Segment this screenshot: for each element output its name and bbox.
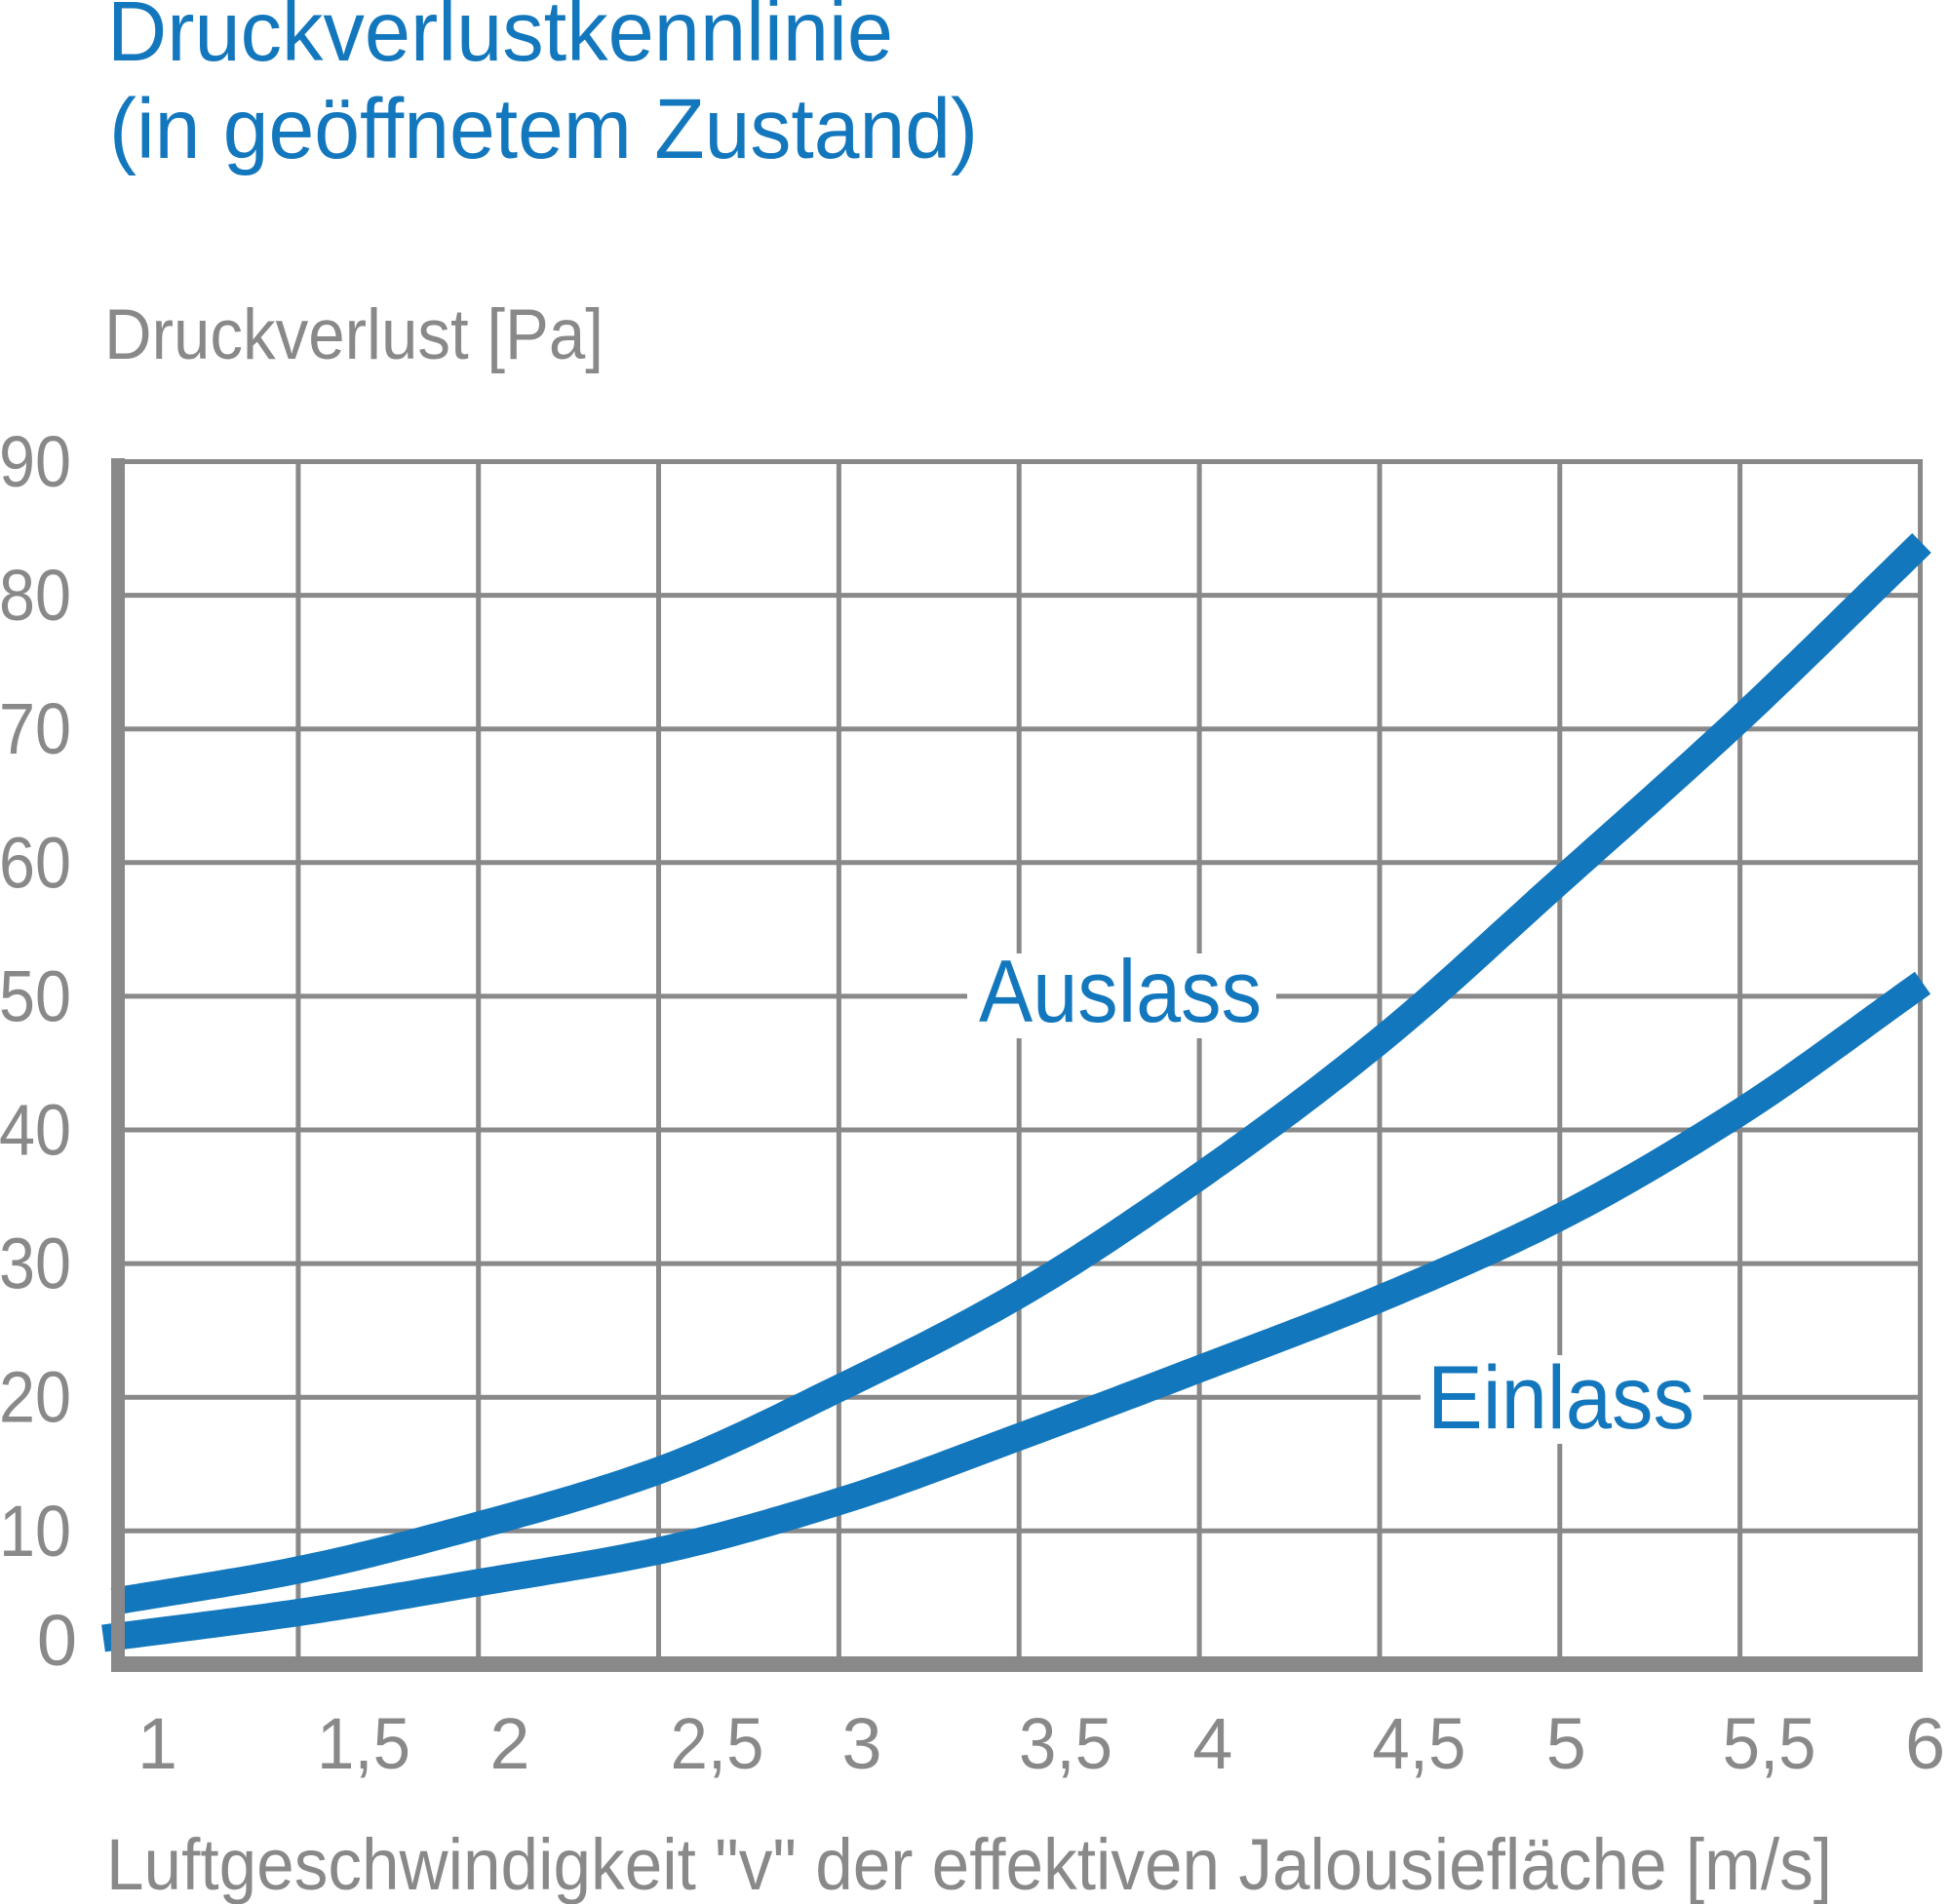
svg-text:50: 50 <box>0 955 71 1036</box>
svg-text:1: 1 <box>137 1703 177 1784</box>
svg-text:30: 30 <box>0 1224 71 1304</box>
svg-text:6: 6 <box>1905 1703 1945 1784</box>
svg-text:2: 2 <box>489 1703 529 1784</box>
svg-text:20: 20 <box>0 1357 71 1438</box>
svg-text:80: 80 <box>0 555 71 636</box>
svg-text:3,5: 3,5 <box>1019 1703 1112 1784</box>
svg-text:Luftgeschwindigkeit "v" der ef: Luftgeschwindigkeit "v" der effektiven J… <box>106 1824 1832 1904</box>
svg-text:(in geöffnetem Zustand): (in geöffnetem Zustand) <box>109 82 978 176</box>
svg-text:10: 10 <box>0 1491 71 1572</box>
svg-text:0: 0 <box>37 1600 77 1681</box>
svg-text:60: 60 <box>0 822 71 903</box>
svg-text:40: 40 <box>0 1090 71 1171</box>
svg-text:5: 5 <box>1546 1703 1586 1784</box>
svg-text:Auslass: Auslass <box>979 943 1262 1041</box>
svg-text:5,5: 5,5 <box>1723 1703 1816 1784</box>
svg-text:4,5: 4,5 <box>1372 1703 1465 1784</box>
svg-text:70: 70 <box>0 688 71 769</box>
svg-text:4: 4 <box>1192 1703 1232 1784</box>
svg-text:90: 90 <box>0 421 71 502</box>
svg-text:2,5: 2,5 <box>671 1703 764 1784</box>
svg-text:3: 3 <box>841 1703 881 1784</box>
svg-text:Druckverlust [Pa]: Druckverlust [Pa] <box>104 295 604 374</box>
svg-text:Einlass: Einlass <box>1427 1348 1695 1448</box>
svg-text:Druckverlustkennlinie: Druckverlustkennlinie <box>107 0 893 79</box>
svg-text:1,5: 1,5 <box>317 1703 410 1784</box>
